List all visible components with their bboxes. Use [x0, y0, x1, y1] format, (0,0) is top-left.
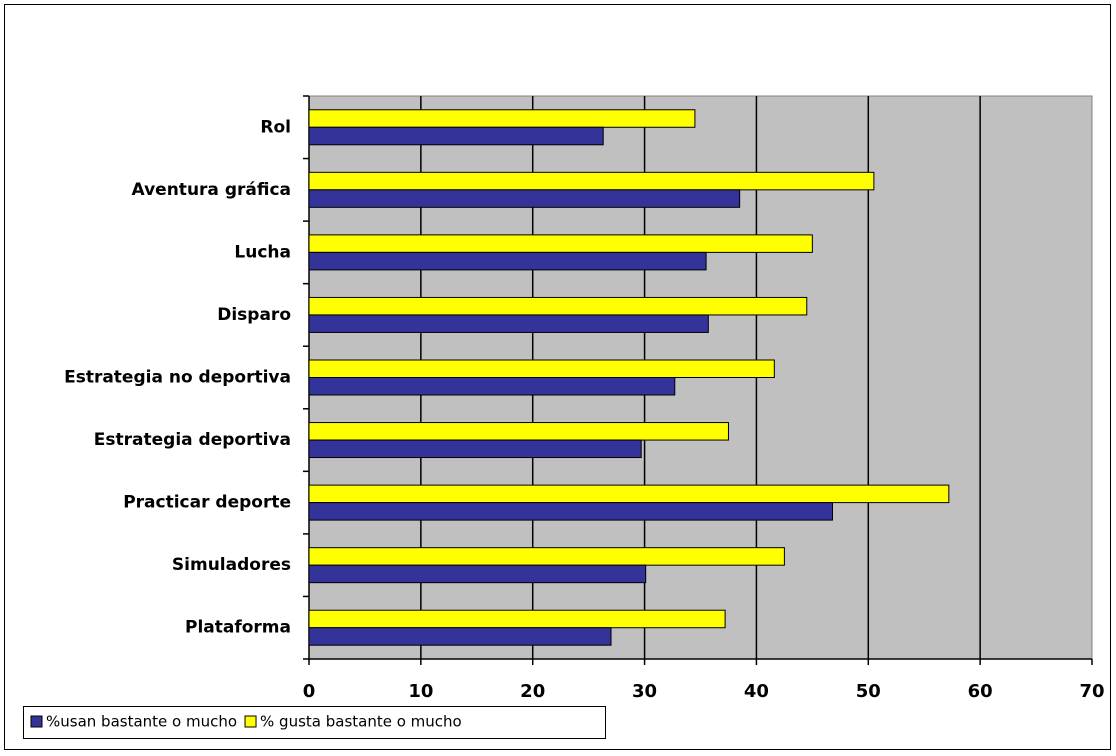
- bar: [308, 296, 808, 316]
- bar: [308, 502, 833, 521]
- legend-box: [23, 706, 606, 739]
- x-tick-label: 20: [520, 681, 545, 702]
- bar: [308, 439, 642, 459]
- bar: [308, 627, 612, 646]
- y-tick-label: Lucha: [234, 242, 291, 262]
- legend-label: %usan bastante o mucho: [46, 713, 237, 731]
- x-tick-label: 50: [856, 681, 881, 702]
- y-tick-label: Estrategia no deportiva: [64, 368, 291, 388]
- x-tick-label: 30: [632, 681, 657, 702]
- bar: [308, 359, 775, 378]
- bar: [308, 314, 709, 333]
- bar: [308, 189, 741, 208]
- bar: [308, 484, 950, 504]
- y-tick-label: Disparo: [217, 305, 291, 325]
- x-tick-label: 40: [744, 681, 769, 702]
- x-tick-label: 70: [1079, 681, 1104, 702]
- y-tick-label: Rol: [260, 117, 291, 137]
- bar: [308, 126, 604, 146]
- x-tick-label: 10: [408, 681, 433, 702]
- bar: [308, 422, 729, 441]
- bar: [308, 171, 875, 191]
- bar: [308, 547, 785, 566]
- y-tick-label: Practicar deporte: [123, 493, 291, 513]
- bar: [308, 564, 647, 584]
- legend-swatch: [30, 715, 43, 728]
- y-tick-label: Aventura gráfica: [132, 180, 291, 200]
- legend-swatch: [244, 715, 257, 728]
- y-tick-label: Simuladores: [172, 555, 291, 575]
- y-tick-label: Estrategia deportiva: [94, 430, 291, 450]
- bar: [308, 609, 726, 629]
- x-tick-label: 60: [968, 681, 993, 702]
- legend-label: % gusta bastante o mucho: [260, 713, 462, 731]
- y-tick-label: Plataforma: [185, 618, 291, 638]
- bar: [308, 251, 707, 271]
- bar: [308, 234, 813, 253]
- x-tick-label: 0: [303, 681, 316, 702]
- bar: [308, 377, 676, 396]
- bar: [308, 109, 696, 128]
